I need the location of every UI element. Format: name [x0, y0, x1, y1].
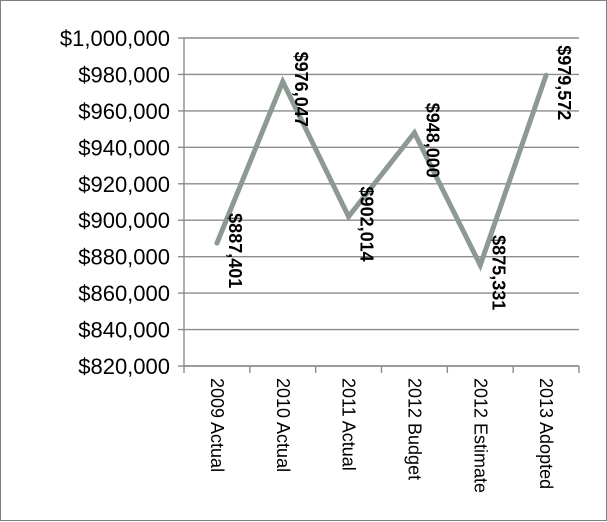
data-label: $976,047 — [291, 52, 311, 127]
x-tick-label: 2012 Budget — [404, 378, 424, 480]
data-point — [214, 240, 220, 246]
x-tick-label: 2010 Actual — [273, 378, 293, 472]
data-label: $902,014 — [357, 187, 377, 262]
series-line — [214, 74, 549, 272]
y-tick-label: $820,000 — [78, 354, 170, 379]
data-point — [411, 130, 417, 136]
x-tick-label: 2011 Actual — [339, 378, 359, 471]
data-point — [477, 262, 483, 268]
data-point — [543, 72, 549, 78]
y-tick-label: $960,000 — [78, 99, 170, 124]
y-tick-label: $900,000 — [78, 208, 170, 233]
y-tick-label: $860,000 — [78, 281, 170, 306]
x-tick-label: 2013 Adopted — [536, 378, 556, 489]
data-point — [280, 79, 286, 85]
y-tick-label: $940,000 — [78, 135, 170, 160]
data-label: $948,000 — [422, 103, 442, 178]
y-tick-label: $920,000 — [78, 172, 170, 197]
x-tick-label: 2009 Actual — [207, 378, 227, 472]
x-tick-label: 2012 Estimate — [470, 378, 490, 493]
data-label: $979,572 — [554, 45, 574, 120]
y-tick-label: $980,000 — [78, 62, 170, 87]
data-label: $887,401 — [225, 213, 245, 288]
data-point — [346, 214, 352, 220]
y-tick-label: $880,000 — [78, 245, 170, 270]
data-label: $875,331 — [488, 235, 508, 310]
y-tick-label: $840,000 — [78, 318, 170, 343]
y-tick-label: $1,000,000 — [60, 26, 170, 51]
